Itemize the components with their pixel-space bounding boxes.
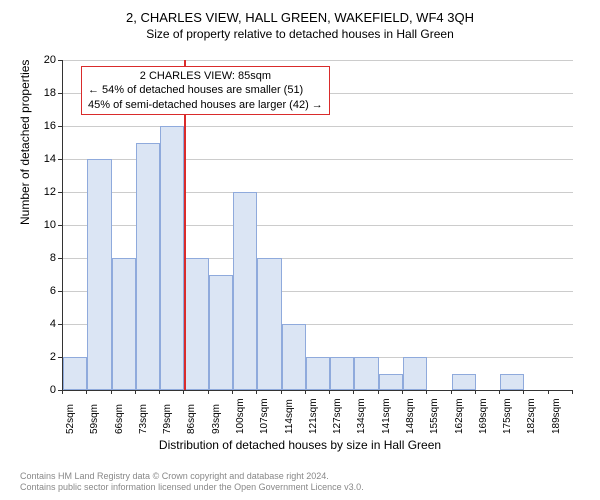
x-tick [499, 390, 500, 394]
y-tick-label: 0 [26, 384, 56, 396]
y-tick-label: 18 [26, 87, 56, 99]
y-tick-label: 12 [26, 186, 56, 198]
x-tick [523, 390, 524, 394]
histogram-bar [257, 258, 281, 390]
footer-line1: Contains HM Land Registry data © Crown c… [20, 471, 364, 483]
histogram-bar [233, 192, 257, 390]
histogram-bar [184, 258, 208, 390]
y-axis-label: Number of detached properties [18, 60, 32, 225]
y-tick-label: 8 [26, 252, 56, 264]
x-tick [475, 390, 476, 394]
x-tick [208, 390, 209, 394]
annotation-line1: 2 CHARLES VIEW: 85sqm [88, 69, 323, 83]
y-tick-label: 14 [26, 153, 56, 165]
x-tick [548, 390, 549, 394]
footer-line2: Contains public sector information licen… [20, 482, 364, 494]
histogram-bar [136, 143, 160, 391]
gridline [63, 126, 573, 127]
x-tick [451, 390, 452, 394]
x-tick [256, 390, 257, 394]
histogram-bar [63, 357, 87, 390]
x-tick [135, 390, 136, 394]
x-tick [305, 390, 306, 394]
x-tick [329, 390, 330, 394]
y-tick [58, 291, 62, 292]
x-tick-label: 162sqm [454, 398, 465, 434]
gridline [63, 60, 573, 61]
y-tick-label: 4 [26, 318, 56, 330]
x-tick-label: 148sqm [405, 398, 416, 434]
x-tick-label: 127sqm [332, 398, 343, 434]
x-axis-label: Distribution of detached houses by size … [0, 438, 600, 452]
x-tick [426, 390, 427, 394]
annotation-box: 2 CHARLES VIEW: 85sqm← 54% of detached h… [81, 66, 330, 115]
annotation-line3: 45% of semi-detached houses are larger (… [88, 98, 323, 112]
plot-area: 2 CHARLES VIEW: 85sqm← 54% of detached h… [62, 60, 573, 391]
x-tick-label: 93sqm [211, 404, 222, 434]
x-tick-label: 189sqm [551, 398, 562, 434]
x-tick-label: 52sqm [65, 404, 76, 434]
x-tick-label: 73sqm [138, 404, 149, 434]
histogram-bar [87, 159, 111, 390]
x-tick-label: 114sqm [284, 399, 295, 434]
histogram-bar [500, 374, 524, 391]
x-tick-label: 79sqm [162, 404, 173, 434]
y-tick [58, 159, 62, 160]
x-tick [281, 390, 282, 394]
x-tick [159, 390, 160, 394]
x-tick [353, 390, 354, 394]
x-tick [183, 390, 184, 394]
x-tick-label: 182sqm [526, 398, 537, 434]
y-tick [58, 93, 62, 94]
x-tick-label: 155sqm [429, 398, 440, 434]
x-tick [111, 390, 112, 394]
y-tick [58, 225, 62, 226]
x-tick [232, 390, 233, 394]
histogram-bar [306, 357, 330, 390]
histogram-bar [354, 357, 378, 390]
y-tick [58, 357, 62, 358]
histogram-bar [379, 374, 403, 391]
y-tick [58, 192, 62, 193]
x-tick-label: 100sqm [235, 398, 246, 434]
annotation-line2: ← 54% of detached houses are smaller (51… [88, 83, 323, 97]
x-tick [402, 390, 403, 394]
histogram-bar [112, 258, 136, 390]
x-tick-label: 141sqm [381, 398, 392, 434]
y-tick [58, 324, 62, 325]
x-tick [62, 390, 63, 394]
chart-title: 2, CHARLES VIEW, HALL GREEN, WAKEFIELD, … [0, 0, 600, 25]
y-tick [58, 126, 62, 127]
y-tick-label: 6 [26, 285, 56, 297]
x-tick-label: 169sqm [478, 398, 489, 434]
x-tick [378, 390, 379, 394]
y-tick-label: 20 [26, 54, 56, 66]
x-tick-label: 107sqm [259, 398, 270, 434]
x-tick-label: 86sqm [186, 404, 197, 434]
chart-subtitle: Size of property relative to detached ho… [0, 25, 600, 41]
histogram-bar [282, 324, 306, 390]
y-tick-label: 10 [26, 219, 56, 231]
histogram-bar [403, 357, 427, 390]
x-tick-label: 134sqm [356, 398, 367, 434]
histogram-bar [452, 374, 476, 391]
y-tick [58, 258, 62, 259]
y-tick-label: 16 [26, 120, 56, 132]
x-tick-label: 121sqm [308, 398, 319, 434]
x-tick [86, 390, 87, 394]
y-tick [58, 60, 62, 61]
x-tick [572, 390, 573, 394]
histogram-bar [209, 275, 233, 391]
x-tick-label: 66sqm [114, 404, 125, 434]
y-tick-label: 2 [26, 351, 56, 363]
x-tick-label: 59sqm [89, 404, 100, 434]
histogram-bar [330, 357, 354, 390]
x-tick-label: 175sqm [502, 398, 513, 434]
histogram-bar [160, 126, 184, 390]
footer-text: Contains HM Land Registry data © Crown c… [20, 471, 364, 494]
